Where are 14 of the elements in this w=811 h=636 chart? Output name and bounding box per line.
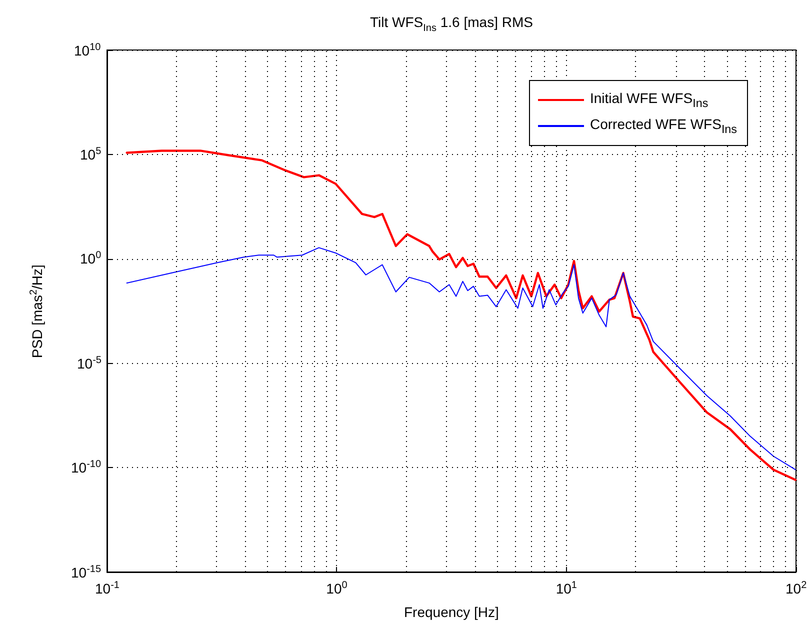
x-tick-label: 10$^{0}$ bbox=[326, 580, 348, 596]
y-tick-label: 10$^{0}$ bbox=[80, 250, 102, 267]
y-tick-label: 10$^{-10}$ bbox=[71, 459, 102, 476]
legend-label: Initial WFE WFS$_{Ins}$ bbox=[590, 90, 708, 110]
y-tick-label: 10$^{10}$ bbox=[74, 42, 101, 58]
y-tick-label: 10$^{-5}$ bbox=[77, 354, 102, 372]
x-axis-title: Frequency [Hz] bbox=[404, 604, 499, 620]
legend-label: Corrected WFE WFS$_{Ins}$ bbox=[590, 116, 737, 136]
x-tick-label: 10$^{-1}$ bbox=[95, 580, 120, 596]
chart-title: Tilt WFS$_{Ins}$ 1.6 [mas] RMS bbox=[370, 14, 533, 34]
y-tick-label: 10$^{5}$ bbox=[80, 146, 102, 163]
x-tick-label: 10$^{2}$ bbox=[786, 580, 807, 596]
x-tick-label: 10$^{1}$ bbox=[556, 580, 577, 596]
y-tick-label: 10$^{-15}$ bbox=[71, 564, 102, 580]
